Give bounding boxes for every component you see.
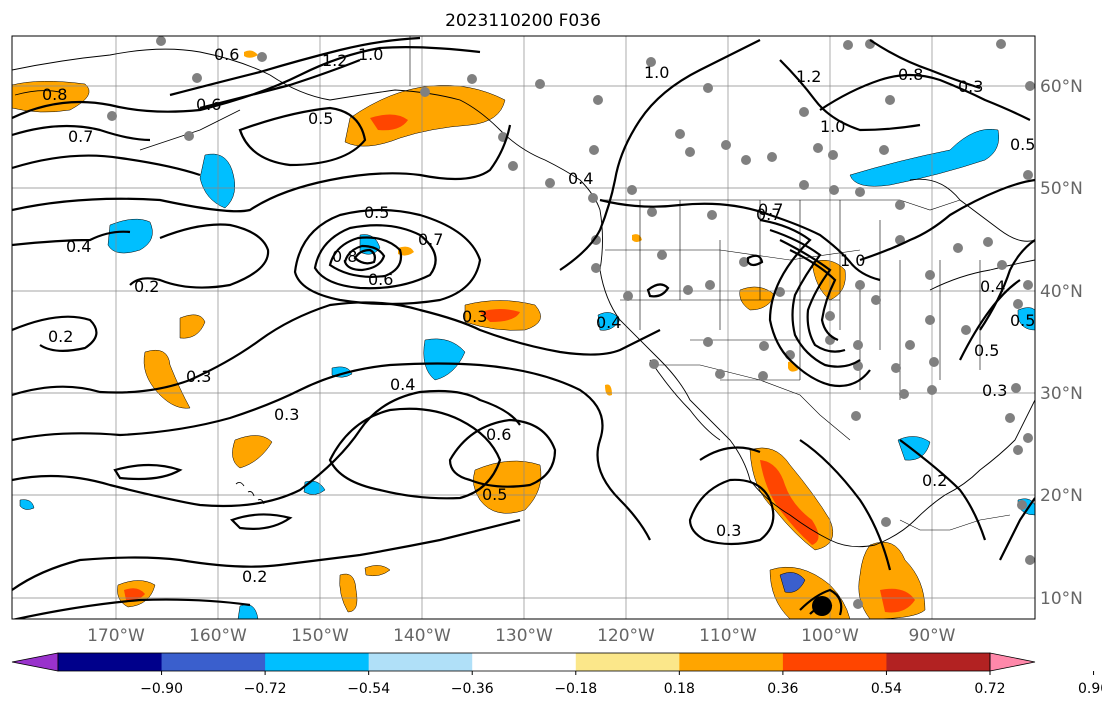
contour-label: 0.5 [482,485,507,504]
lon-label: 170°W [87,626,145,646]
contour-label: 0.4 [66,237,91,256]
contour-label: 0.2 [922,471,947,490]
contour-label: 0.5 [1010,135,1035,154]
contour-labels: 0.8 0.7 0.6 0.5 0.4 0.2 0.3 0.3 0.2 0.5 … [42,45,1035,586]
colorbar-segment [472,653,577,671]
lat-label: 30°N [1040,384,1083,404]
contour-label: 0.8 [332,247,357,266]
contour-label: 0.4 [568,169,593,188]
colorbar-segments [11,652,1036,672]
latitude-labels: 60°N 50°N 40°N 30°N 20°N 10°N [1040,77,1083,609]
contour-label: 0.4 [390,375,415,394]
contour-label: 0.6 [196,95,221,114]
colorbar-tick-label: 0.54 [871,681,902,697]
colorbar-segment [575,653,680,671]
contour-label: 0.2 [48,327,73,346]
contour-label: 0.3 [982,381,1007,400]
contour-label: 0.7 [68,127,93,146]
colorbar-tick-label: 0.72 [974,681,1005,697]
colorbar-tick-label: 0.90 [1078,681,1102,697]
lon-label: 160°W [189,626,247,646]
colorbar-tick-label: −0.90 [140,681,183,697]
colorbar-tick-label: −0.54 [347,681,390,697]
graticule [12,36,1035,619]
lon-label: 90°W [909,626,956,646]
colorbar-segment [58,653,163,671]
colorbar-tick-label: −0.36 [451,681,494,697]
colorbar-tick-label: −0.72 [244,681,287,697]
colorbar-segment [368,653,473,671]
lat-label: 60°N [1040,77,1083,97]
colorbar-tick-label: 0.18 [664,681,695,697]
coastlines [12,48,1035,548]
contour-label: 0.6 [486,425,511,444]
station-markers [107,36,1035,609]
colorbar-ticks: −0.90 −0.72 −0.54 −0.36 −0.18 0.18 0.36 0.54 0.7… [140,671,1102,697]
lon-label: 120°W [597,626,655,646]
contour-label: 0.5 [974,341,999,360]
storm-center-marker [812,596,832,616]
contour-label: 1.2 [322,51,347,70]
colorbar-tick-label: 0.36 [767,681,798,697]
contour-label: 0.3 [958,77,983,96]
contour-label: 1.0 [840,251,865,270]
contour-label: 0.3 [716,521,741,540]
contour-label: 0.2 [242,567,267,586]
lon-label: 140°W [393,626,451,646]
contour-label: 1.0 [820,117,845,136]
colorbar-tick-label: −0.18 [554,681,597,697]
contour-label: 0.5 [308,109,333,128]
colorbar: −0.90 −0.72 −0.54 −0.36 −0.18 0.18 0.36 0.54 0.7… [11,652,1102,697]
colorbar-segment [886,653,991,671]
colorbar-segment [679,653,784,671]
map-title: 2023110200 F036 [445,11,601,31]
lon-label: 130°W [495,626,553,646]
contour-label: 0.7 [756,205,781,224]
colorbar-segment [265,653,370,671]
contour-label: 0.7 [758,200,783,219]
contour-label: 0.5 [1010,311,1035,330]
lon-label: 150°W [291,626,349,646]
contour-label: 0.2 [134,277,159,296]
negative-anomaly-shading [19,128,1035,619]
lat-label: 20°N [1040,486,1083,506]
contour-label: 0.4 [980,277,1005,296]
contour-label: 0.5 [364,203,389,222]
contour-label: 0.6 [368,270,393,289]
contour-label: 0.3 [186,367,211,386]
lat-label: 50°N [1040,179,1083,199]
contour-label: 1.2 [796,67,821,86]
lon-label: 100°W [801,626,859,646]
contour-lines [12,36,1035,619]
contour-label: 0.3 [462,307,487,326]
contour-label: 1.0 [644,63,669,82]
colorbar-outline [57,652,991,672]
lon-label: 110°W [699,626,757,646]
colorbar-extend-min [11,652,59,672]
map-panel: 0.8 0.7 0.6 0.5 0.4 0.2 0.3 0.3 0.2 0.5 … [11,35,1036,620]
contour-label: 0.8 [42,85,67,104]
contour-label: 0.4 [596,313,621,332]
contour-label: 0.3 [274,405,299,424]
contour-label: 0.6 [214,45,239,64]
contour-label: 1.0 [358,45,383,64]
lat-label: 40°N [1040,282,1083,302]
colorbar-segment [161,653,266,671]
contour-label: 0.8 [898,65,923,84]
colorbar-extend-max [989,652,1036,672]
lat-label: 10°N [1040,589,1083,609]
longitude-labels: 170°W 160°W 150°W 140°W 130°W 120°W 110°… [87,626,956,646]
colorbar-segment [782,653,887,671]
contour-label: 0.7 [418,230,443,249]
political-borders [409,36,1011,531]
